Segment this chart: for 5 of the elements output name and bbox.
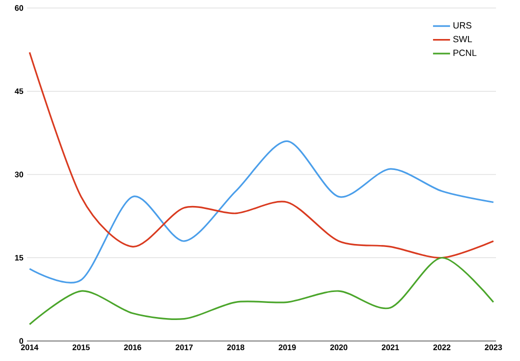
legend-label: PCNL (454, 50, 476, 56)
line-series (28, 256, 494, 326)
legend-label: URS (454, 22, 472, 29)
legend-label: SWL (453, 36, 472, 42)
line-series (28, 52, 494, 259)
